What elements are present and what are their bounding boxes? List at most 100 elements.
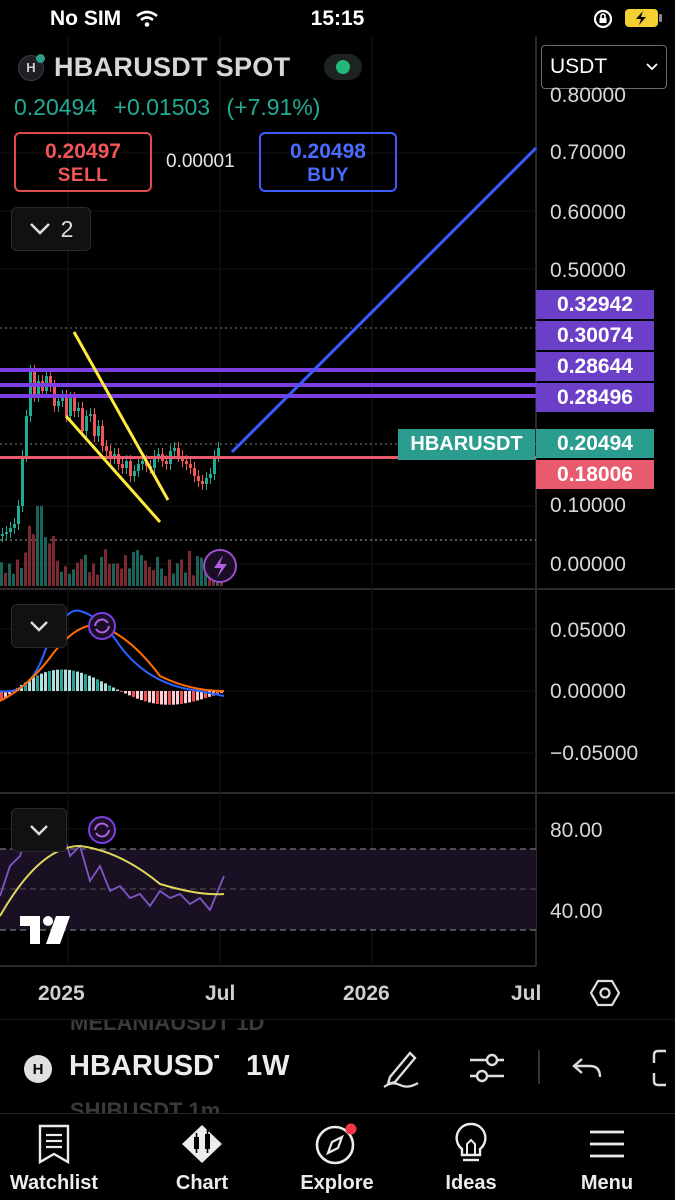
macd-histogram-bar bbox=[36, 675, 39, 691]
candle bbox=[97, 426, 100, 436]
macd-histogram-bar bbox=[108, 685, 111, 691]
sell-button[interactable]: 0.20497 SELL bbox=[14, 132, 152, 192]
candle bbox=[81, 408, 84, 431]
macd-histogram-bar bbox=[88, 675, 91, 691]
chevron-down-icon bbox=[30, 825, 48, 836]
chart-icon bbox=[182, 1125, 222, 1163]
chart-settings-icon[interactable] bbox=[590, 978, 620, 1008]
buy-button[interactable]: 0.20498 BUY bbox=[259, 132, 397, 192]
volume-bar bbox=[68, 573, 71, 586]
macd-histogram-bar bbox=[148, 691, 151, 703]
candle bbox=[13, 524, 16, 528]
price-axis-label: 0.50000 bbox=[550, 259, 626, 282]
candle bbox=[21, 456, 24, 506]
candle bbox=[121, 464, 124, 468]
volume-bar bbox=[116, 563, 119, 586]
volume-bar bbox=[152, 569, 155, 586]
sell-label: SELL bbox=[57, 165, 109, 186]
buy-label: BUY bbox=[307, 165, 349, 186]
candle bbox=[49, 376, 52, 386]
indicators-toggle-button[interactable]: 2 bbox=[11, 207, 91, 251]
candle bbox=[109, 451, 112, 458]
macd-histogram-bar bbox=[100, 681, 103, 691]
volume-bar bbox=[188, 550, 191, 586]
bolt-glyph bbox=[214, 555, 227, 578]
spread-value: 0.00001 bbox=[166, 151, 235, 172]
volume-bar bbox=[92, 563, 95, 586]
candle bbox=[209, 474, 212, 478]
volume-bar bbox=[44, 537, 47, 586]
fullscreen-icon[interactable] bbox=[650, 1047, 675, 1089]
level-tag: 0.32942 bbox=[536, 290, 654, 319]
macd-histogram-bar bbox=[84, 674, 87, 691]
symbol-title[interactable]: H HBARUSDT SPOT bbox=[18, 52, 290, 83]
volume-bar bbox=[112, 563, 115, 586]
tab-watchlist[interactable]: Watchlist bbox=[0, 1122, 114, 1195]
candle bbox=[193, 468, 196, 476]
candle bbox=[213, 456, 216, 474]
toolbar-symbol[interactable]: HBARUSDT bbox=[69, 1050, 219, 1082]
time-axis-label: 2026 bbox=[343, 982, 390, 1005]
drawings bbox=[0, 146, 538, 583]
rsi-collapse-button[interactable] bbox=[11, 808, 67, 852]
macd-histogram-bar bbox=[140, 691, 143, 701]
macd-histogram-bar bbox=[8, 691, 11, 695]
tab-explore[interactable]: Explore bbox=[277, 1122, 397, 1195]
macd-histogram-bar bbox=[124, 691, 127, 694]
candle bbox=[37, 381, 40, 396]
rsi-axis-label: 40.00 bbox=[550, 900, 603, 923]
candle bbox=[217, 448, 220, 456]
projection-trendline bbox=[230, 146, 538, 454]
price-axis-label: 0.10000 bbox=[550, 494, 626, 517]
macd-histogram-bar bbox=[80, 672, 83, 691]
chart-toolbar: MELANIAUSDT 1D SHIBUSDT 1m H HBARUSDT 1W bbox=[0, 1019, 675, 1113]
volume-bar bbox=[28, 525, 31, 586]
macd-line bbox=[0, 609, 225, 697]
macd-histogram-bar bbox=[152, 691, 155, 704]
candle bbox=[25, 416, 28, 456]
macd-histogram-bar bbox=[132, 691, 135, 698]
undo-icon[interactable] bbox=[570, 1047, 606, 1089]
volume-bar bbox=[36, 506, 39, 586]
macd-histogram-bar bbox=[0, 691, 3, 701]
candle bbox=[17, 506, 20, 524]
macd-histogram-bar bbox=[32, 677, 35, 691]
tab-ideas[interactable]: Ideas bbox=[411, 1122, 531, 1195]
interval-selector[interactable]: 1W bbox=[246, 1050, 290, 1082]
volume-bar bbox=[136, 550, 139, 586]
macd-histogram-bar bbox=[184, 691, 187, 704]
macd-histogram-bar bbox=[56, 669, 59, 691]
volume-bar bbox=[128, 568, 131, 586]
market-status-indicator[interactable] bbox=[324, 54, 362, 80]
buy-price: 0.20498 bbox=[290, 140, 366, 163]
drawing-tool-icon[interactable] bbox=[380, 1047, 422, 1089]
macd-histogram-bar bbox=[96, 679, 99, 691]
candle bbox=[5, 532, 8, 534]
candle bbox=[105, 446, 108, 451]
hamburger-menu-icon bbox=[590, 1130, 624, 1158]
macd-axis-label: −0.05000 bbox=[550, 742, 639, 765]
macd-histogram-bar bbox=[104, 683, 107, 691]
battery-icon bbox=[625, 9, 662, 27]
macd-collapse-button[interactable] bbox=[11, 604, 67, 648]
hbar-logo-icon: H bbox=[18, 53, 45, 81]
volume-bar bbox=[192, 575, 195, 586]
volume-bar bbox=[160, 568, 163, 586]
price-axis-label: 0.60000 bbox=[550, 201, 626, 224]
candle bbox=[69, 398, 72, 416]
tab-chart[interactable]: Chart bbox=[142, 1122, 262, 1195]
volume-bar bbox=[20, 568, 23, 586]
price-summary: 0.20494 +0.01503 (+7.91%) bbox=[14, 94, 330, 121]
candle bbox=[177, 448, 180, 456]
indicator-settings-icon[interactable] bbox=[466, 1047, 508, 1089]
chart-area[interactable]: H HBARUSDT SPOT 0.20494 +0.01503 (+7.91%… bbox=[0, 36, 675, 1019]
candle bbox=[89, 414, 92, 416]
macd-histogram-bar bbox=[156, 691, 159, 704]
macd-histogram-bar bbox=[40, 673, 43, 691]
currency-select[interactable]: USDT bbox=[541, 45, 667, 89]
macd-histogram-bar bbox=[48, 671, 51, 691]
macd-histogram-bar bbox=[180, 691, 183, 704]
symbol-name[interactable]: HBARUSDT SPOT bbox=[54, 52, 291, 82]
tab-menu[interactable]: Menu bbox=[547, 1122, 667, 1195]
indicator-count: 2 bbox=[60, 215, 74, 242]
